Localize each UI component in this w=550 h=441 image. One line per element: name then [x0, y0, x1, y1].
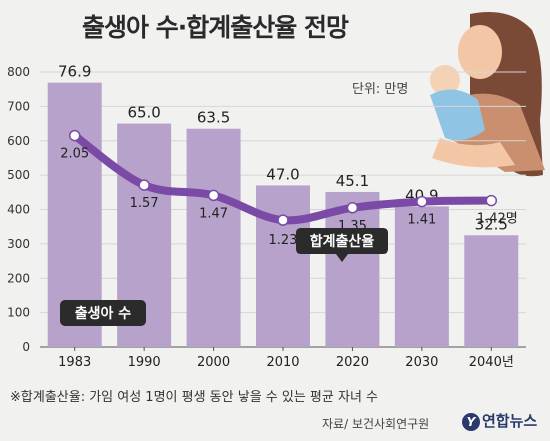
y-tick-label: 0	[22, 340, 30, 354]
x-tick-label: 1990	[128, 355, 161, 370]
unit-label: 단위: 만명	[352, 82, 409, 97]
bar-value-label: 76.9	[58, 63, 91, 81]
bar	[464, 235, 519, 347]
y-tick-label: 100	[7, 306, 30, 320]
bar-value-label: 45.1	[336, 172, 369, 190]
y-axis-ticks: 0 100 200 300 400 500 600 700 800	[7, 65, 30, 354]
footnote: ※합계출산율: 가임 여성 1명이 평생 동안 낳을 수 있는 평균 자녀 수	[10, 390, 378, 405]
bar-series-callout-label: 출생아 수	[75, 305, 132, 322]
line-point	[207, 189, 220, 202]
y-tick-label: 600	[7, 134, 30, 148]
line-series-callout-label: 합계출산율	[310, 233, 375, 250]
line-value-label: 1.41	[407, 213, 436, 228]
line-value-label: 1.23	[269, 233, 298, 248]
bar-series-callout	[60, 300, 146, 326]
x-tick-label: 2020	[336, 355, 369, 370]
line-value-label: 1.47	[199, 206, 228, 221]
x-tick-label: 2040년	[469, 355, 514, 370]
yonhap-logo-mark-icon: Y	[462, 413, 480, 431]
bar	[325, 191, 380, 347]
bar	[256, 185, 310, 347]
yonhap-logo: Y 연합뉴스	[462, 410, 537, 431]
bar-value-label: 65.0	[127, 104, 160, 122]
source-credit: 자료/ 보건사회연구원	[322, 417, 430, 431]
x-tick-label: 2030	[405, 355, 438, 370]
y-tick-label: 700	[7, 99, 30, 113]
bar	[394, 206, 449, 347]
chart-title: 출생아 수·합계출산율 전망	[82, 13, 349, 42]
y-tick-label: 300	[7, 237, 30, 251]
x-axis-ticks: 1983 1990 2000 2010 2020 2030 2040년	[58, 347, 514, 370]
y-tick-label: 500	[7, 168, 30, 182]
line-point	[138, 179, 150, 191]
bar-value-label: 32.5	[475, 215, 508, 233]
bar	[186, 128, 241, 347]
line-value-label: 1.42명	[477, 212, 518, 227]
x-tick-label: 1983	[58, 355, 91, 370]
line-value-label: 1.57	[130, 196, 159, 211]
y-tick-label: 800	[7, 65, 30, 79]
line-point	[346, 202, 359, 214]
bar-value-label: 47.0	[266, 165, 299, 183]
line-point	[485, 194, 498, 207]
y-tick-label: 400	[7, 203, 30, 217]
line-series: 2.051.571.471.231.35 1.41 1.42명	[60, 129, 518, 248]
y-tick-label: 200	[7, 271, 30, 285]
x-tick-label: 2010	[266, 355, 299, 370]
logo-text: 연합뉴스	[482, 412, 538, 430]
line-series-callout	[296, 228, 388, 262]
line-point	[277, 214, 289, 226]
line-point	[416, 195, 428, 208]
line-value-label: 2.05	[60, 147, 89, 162]
line-point	[68, 129, 81, 142]
x-tick-label: 2000	[197, 355, 230, 370]
bar-value-label: 63.5	[197, 109, 230, 127]
